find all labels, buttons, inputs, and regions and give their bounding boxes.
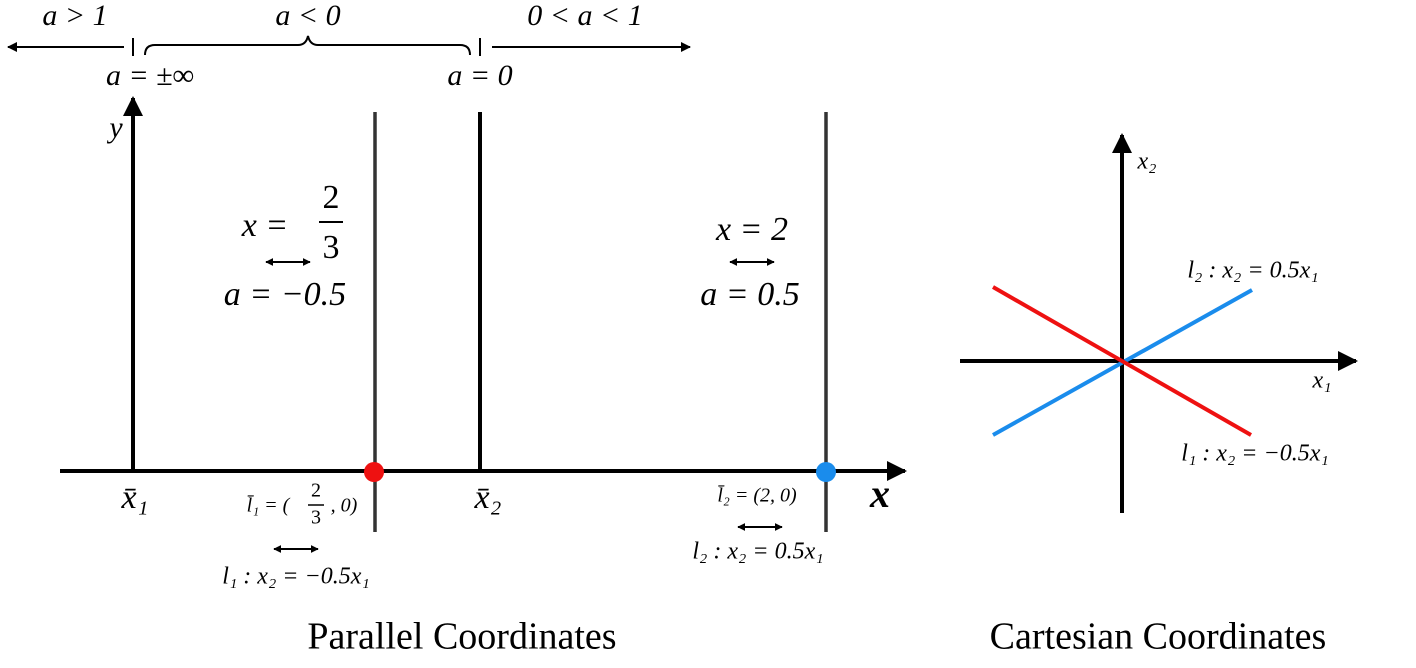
point-l2 xyxy=(816,462,836,482)
axis-label: x̄₁ xyxy=(121,479,149,516)
a-label: a = 0.5 xyxy=(700,276,799,313)
axis-label: x̄₂ xyxy=(474,479,502,516)
region-label: 0 < a < 1 xyxy=(527,0,643,32)
x-label: x = xyxy=(241,207,289,244)
fraction-den: 3 xyxy=(311,507,321,529)
a-label: a = −0.5 xyxy=(224,276,346,313)
axis-label: x₁ xyxy=(1312,368,1332,394)
brace xyxy=(144,35,471,56)
point-l1 xyxy=(364,462,384,482)
marker-label: a = ±∞ xyxy=(106,59,194,92)
line-label: l₂ : x₂ = 0.5x₁ xyxy=(1187,258,1318,284)
line-label: l₁ : x₂ = −0.5x₁ xyxy=(1181,441,1328,467)
fraction-num: 2 xyxy=(323,179,340,216)
x-axis-label: x xyxy=(869,471,890,516)
caption: Parallel Coordinates xyxy=(307,616,616,658)
equation: l₂ : x₂ = 0.5x₁ xyxy=(692,539,823,565)
x-label: x = 2 xyxy=(715,211,788,248)
fraction-num: 2 xyxy=(311,480,321,502)
line-l1 xyxy=(992,285,1252,437)
region-label: a < 0 xyxy=(275,0,340,32)
equation: l₁ : x₂ = −0.5x₁ xyxy=(222,564,369,590)
region-label: a > 1 xyxy=(42,0,107,32)
point-label: , 0) xyxy=(331,495,358,517)
caption: Cartesian Coordinates xyxy=(990,616,1327,658)
marker-label: a = 0 xyxy=(447,59,512,92)
point-label: l̄₁ = ( xyxy=(247,495,291,517)
fraction-den: 3 xyxy=(323,229,340,266)
axis-label: x₂ xyxy=(1137,149,1157,175)
y-axis-label: y xyxy=(106,111,123,144)
point-label: l̄₂ = (2, 0) xyxy=(717,485,797,507)
